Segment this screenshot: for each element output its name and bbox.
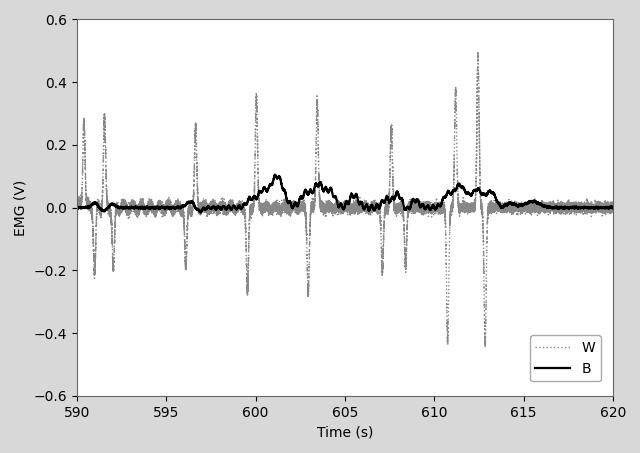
W [481, 345, 489, 350]
B [197, 210, 205, 215]
W [609, 206, 617, 211]
B [191, 203, 198, 208]
Y-axis label: EMG (V): EMG (V) [14, 179, 28, 236]
W [474, 50, 482, 55]
Line: W: W [77, 53, 613, 347]
B [73, 206, 81, 211]
B [538, 202, 545, 207]
B [90, 200, 98, 206]
B [609, 206, 617, 211]
B [271, 172, 279, 177]
W [73, 204, 81, 209]
Line: B: B [77, 174, 613, 212]
W [191, 164, 198, 169]
W [131, 204, 139, 210]
W [538, 203, 545, 209]
W [356, 206, 364, 212]
X-axis label: Time (s): Time (s) [317, 425, 373, 439]
W [202, 201, 209, 207]
B [356, 200, 364, 206]
B [131, 204, 139, 210]
W [90, 254, 98, 260]
B [202, 206, 209, 212]
Legend: W, B: W, B [530, 335, 600, 381]
